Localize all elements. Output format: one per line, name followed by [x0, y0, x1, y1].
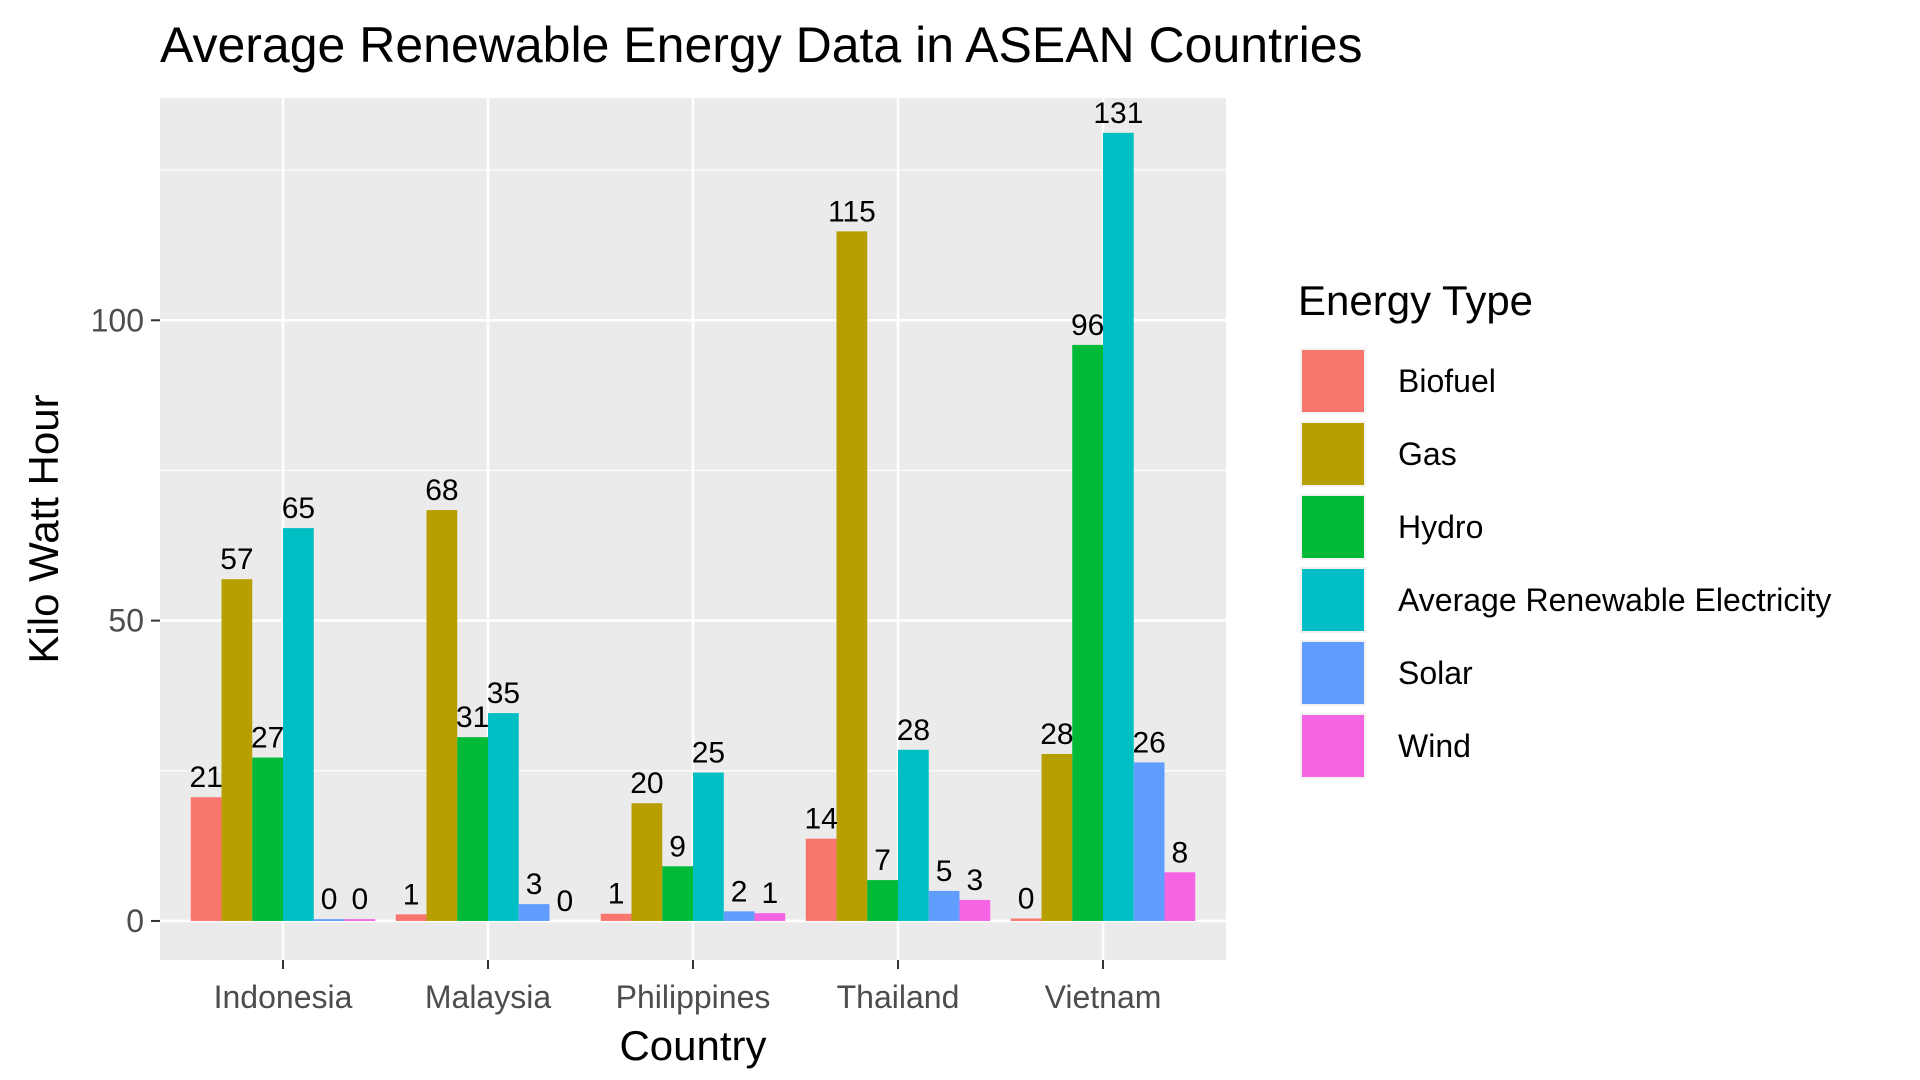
data-label: 14	[804, 803, 837, 836]
bar	[1072, 344, 1103, 921]
bar	[805, 838, 837, 921]
bar	[252, 757, 283, 921]
bar	[662, 866, 693, 921]
data-label: 3	[526, 868, 543, 901]
data-label: 7	[874, 844, 891, 877]
data-label: 1	[608, 878, 625, 911]
bar	[190, 797, 222, 921]
bar	[488, 713, 519, 921]
data-label: 31	[456, 701, 489, 734]
bar	[600, 913, 632, 921]
data-label: 96	[1071, 309, 1104, 342]
bar	[867, 880, 898, 921]
data-label: 28	[1040, 718, 1073, 751]
data-label: 57	[220, 543, 253, 576]
bar	[723, 911, 755, 921]
bar	[313, 919, 345, 921]
bar	[959, 899, 991, 921]
legend-title: Energy Type	[1298, 277, 1533, 324]
bar	[426, 510, 458, 921]
bar	[518, 904, 550, 921]
legend-swatch	[1302, 423, 1364, 485]
data-label: 27	[251, 722, 284, 755]
x-tick-label: Thailand	[837, 979, 960, 1015]
y-tick-label: 100	[91, 302, 144, 338]
legend-label: Gas	[1398, 436, 1457, 472]
bar	[1133, 762, 1165, 921]
legend-items: Biofuel Gas Hydro Average Renewable Electri…	[1300, 348, 1831, 779]
bar	[1010, 918, 1042, 921]
data-label: 3	[967, 864, 984, 897]
bar	[898, 749, 929, 921]
legend-label: Average Renewable Electricity	[1398, 582, 1831, 618]
data-label: 131	[1093, 97, 1143, 130]
data-label: 0	[321, 883, 338, 916]
y-axis-title: Kilo Watt Hour	[20, 394, 67, 663]
bar	[928, 890, 960, 921]
x-axis-title: Country	[619, 1022, 766, 1069]
legend-swatch	[1302, 715, 1364, 777]
data-label: 65	[282, 492, 315, 525]
legend-swatch	[1302, 350, 1364, 412]
data-label: 0	[557, 885, 574, 918]
data-label: 35	[487, 677, 520, 710]
legend-label: Biofuel	[1398, 363, 1496, 399]
y-tick-label: 50	[108, 603, 144, 639]
chart-title: Average Renewable Energy Data in ASEAN C…	[160, 17, 1363, 73]
x-tick-label: Malaysia	[425, 979, 551, 1015]
bar	[221, 579, 253, 921]
y-tick-label: 0	[126, 903, 144, 939]
legend-swatch	[1302, 642, 1364, 704]
data-label: 25	[692, 737, 725, 770]
data-label: 8	[1172, 836, 1189, 869]
x-tick-label: Indonesia	[214, 979, 353, 1015]
data-label: 20	[630, 767, 663, 800]
bar	[1164, 872, 1196, 921]
data-label: 68	[425, 474, 458, 507]
legend-label: Solar	[1398, 655, 1473, 691]
legend-label: Wind	[1398, 728, 1471, 764]
bar	[693, 772, 724, 921]
data-label: 26	[1132, 726, 1165, 759]
bar	[631, 803, 663, 921]
data-label: 0	[1018, 883, 1035, 916]
x-tick-label: Philippines	[616, 979, 771, 1015]
data-label: 5	[936, 855, 953, 888]
bar	[754, 913, 786, 921]
data-label: 28	[897, 714, 930, 747]
x-tick-label: Vietnam	[1045, 979, 1162, 1015]
bar	[395, 914, 427, 921]
legend-swatch	[1302, 569, 1364, 631]
bar	[1103, 132, 1134, 921]
data-label: 1	[762, 877, 779, 910]
data-label: 115	[828, 195, 876, 228]
data-label: 9	[669, 830, 686, 863]
data-label: 2	[731, 875, 748, 908]
bar	[836, 231, 868, 921]
bar	[457, 737, 488, 921]
legend: Energy Type Biofuel Gas Hydro Average Renew…	[1298, 277, 1831, 779]
legend-swatch	[1302, 496, 1364, 558]
bar	[283, 528, 314, 921]
data-label: 1	[403, 878, 420, 911]
data-label: 0	[352, 883, 369, 916]
data-label: 21	[189, 761, 222, 794]
bar	[1041, 753, 1073, 921]
legend-label: Hydro	[1398, 509, 1483, 545]
bar	[344, 919, 376, 921]
bars	[190, 132, 1196, 921]
